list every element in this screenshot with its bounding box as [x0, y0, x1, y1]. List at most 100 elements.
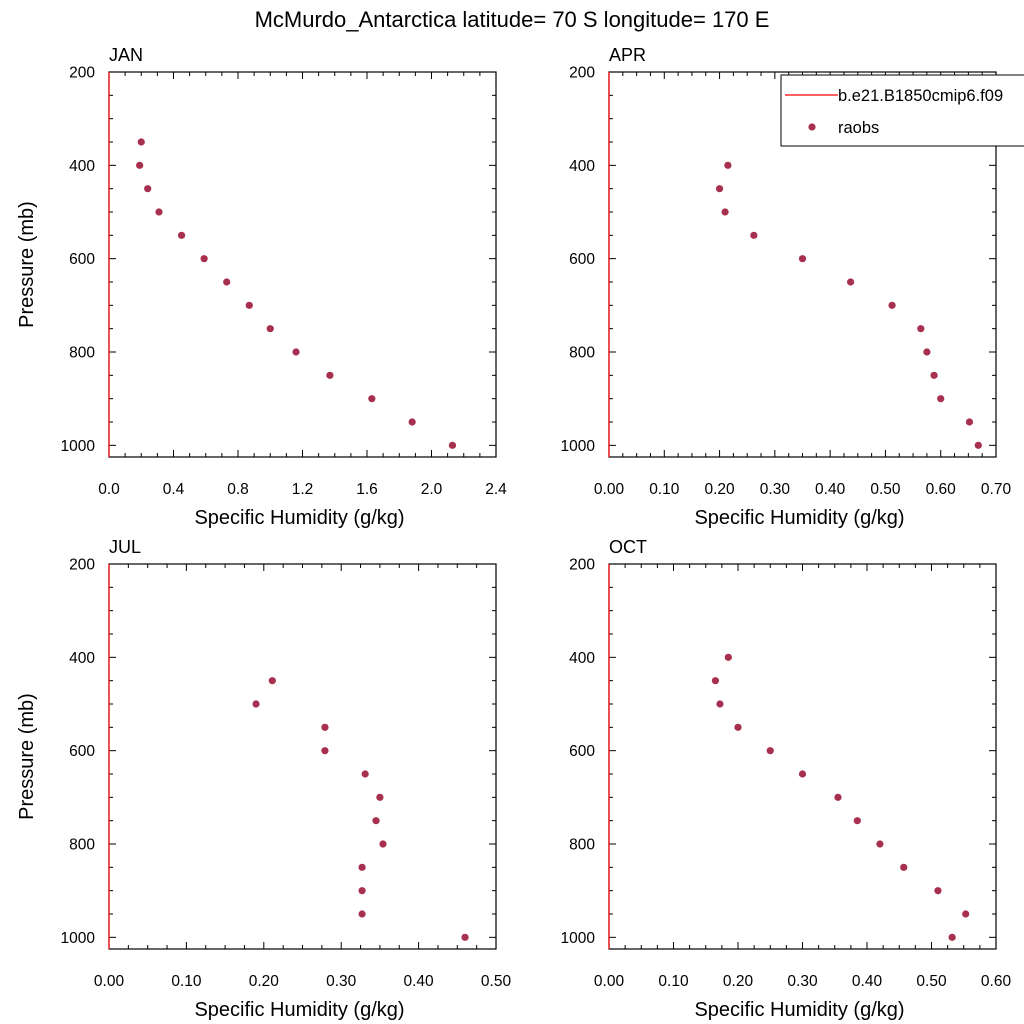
panel-1-xtick-label: 0.0 [98, 481, 120, 498]
panel-2-xlabel: Specific Humidity (g/kg) [694, 507, 904, 529]
panel-3-xtick-label: 0.50 [481, 973, 512, 990]
panel-2-raobs-point [888, 301, 896, 309]
panel-2-raobs-point [724, 161, 732, 169]
panel-4-raobs-point [711, 677, 720, 685]
panel-2-raobs-point [974, 441, 982, 449]
panel-1: 0.0 0.4 0.8 1.2 1.6 2.0 2.4 200 400 600 800 1000 JAN… [16, 45, 507, 529]
panel-2-raobs-point [923, 348, 931, 356]
panel-4-ytick-label: 400 [569, 650, 595, 667]
panels-group: 0.0 0.4 0.8 1.2 1.6 2.0 2.4 200 400 600 800 1000 JAN… [16, 45, 1011, 1021]
panel-4-raobs-point [948, 933, 956, 941]
legend-obs-marker [808, 123, 816, 131]
panel-1-xtick-label: 0.4 [163, 481, 185, 498]
panel-4-ytick-label: 200 [569, 557, 595, 574]
panel-3-xlabel: Specific Humidity (g/kg) [194, 999, 404, 1021]
panel-3-raobs-point [376, 793, 384, 801]
panel-2: 0.00 0.10 0.20 0.30 0.40 0.50 0.60 0.70 200 400 60… [561, 45, 1012, 529]
panel-4-raobs-point [724, 653, 732, 661]
panel-2-raobs-point [965, 418, 974, 426]
panel-1-raobs-point [292, 348, 300, 356]
panel-4-raobs-point [766, 747, 774, 755]
panel-1-ytick-label: 400 [69, 158, 95, 175]
panel-2-xtick-label: 0.20 [704, 481, 735, 498]
panel-2-raobs-point [846, 278, 855, 286]
panel-2-raobs-point [930, 371, 938, 379]
panel-3-xtick-label: 0.10 [171, 973, 202, 990]
panel-3-raobs-point [252, 700, 260, 708]
panel-2-ytick-label: 600 [569, 251, 595, 268]
panel-2-ytick-label: 400 [569, 158, 595, 175]
panel-1-raobs-point [266, 325, 274, 333]
panel-3-ylabel: Pressure (mb) [16, 693, 38, 820]
panel-2-raobs-point [715, 185, 724, 193]
panel-1-xtick-label: 1.2 [292, 481, 314, 498]
panel-2-xtick-label: 0.50 [870, 481, 901, 498]
panel-2-raobs-point [721, 208, 729, 216]
panel-2-ytick-label: 200 [569, 65, 595, 82]
panel-2-ytick-label: 800 [569, 345, 595, 362]
panel-1-raobs-point [144, 185, 152, 193]
panel-1-xtick-label: 2.0 [421, 481, 443, 498]
panel-3-frame [108, 563, 497, 950]
panel-1-ylabel: Pressure (mb) [16, 201, 38, 328]
panel-2-ytick-label: 1000 [561, 438, 596, 455]
panel-2-xtick-label: 0.60 [926, 481, 957, 498]
panel-2-xtick-label: 0.40 [815, 481, 846, 498]
panel-4-raobs-point [853, 817, 861, 825]
panel-2-raobs-point [750, 231, 758, 239]
panel-4-raobs-point [934, 887, 942, 895]
panel-1-xtick-label: 0.8 [227, 481, 249, 498]
panel-1-raobs-point [155, 208, 163, 216]
panel-1-raobs-point [200, 255, 208, 263]
panel-4-raobs-point [716, 700, 724, 708]
panel-1-raobs-point [245, 301, 253, 309]
panel-3-raobs-point [358, 863, 366, 871]
panel-4-xtick-label: 0.00 [594, 973, 625, 990]
panel-1-xlabel: Specific Humidity (g/kg) [194, 507, 404, 529]
panel-4-xtick-label: 0.50 [916, 973, 947, 990]
panel-1-ytick-label: 200 [69, 65, 95, 82]
panel-3-xtick-label: 0.00 [94, 973, 125, 990]
panel-2-xtick-label: 0.30 [760, 481, 791, 498]
panel-1-raobs-point [448, 441, 457, 449]
panel-3-xtick-label: 0.30 [326, 973, 357, 990]
panel-4-raobs-point [798, 770, 807, 778]
panel-4-raobs-point [734, 723, 742, 731]
panel-3-xtick-label: 0.40 [404, 973, 435, 990]
panel-2-xtick-label: 0.10 [649, 481, 680, 498]
panel-4-xtick-label: 0.60 [981, 973, 1012, 990]
panel-3-ytick-label: 800 [69, 837, 95, 854]
panel-2-xtick-label: 0.70 [981, 481, 1012, 498]
panel-2-xtick-label: 0.00 [594, 481, 625, 498]
panel-1-xtick-label: 2.4 [485, 481, 507, 498]
panel-1-frame [108, 71, 497, 458]
panel-4-xtick-label: 0.30 [787, 973, 818, 990]
panel-3-xtick-label: 0.20 [249, 973, 280, 990]
panel-1-xtick-label: 1.6 [356, 481, 378, 498]
panel-3-ytick-label: 200 [69, 557, 95, 574]
panel-2-raobs-point [917, 325, 925, 333]
legend-obs-label: raobs [838, 119, 879, 137]
panel-1-raobs-point [136, 161, 144, 169]
panel-1-raobs-point [223, 278, 231, 286]
panel-4-ytick-label: 800 [569, 837, 595, 854]
panel-3-ytick-label: 400 [69, 650, 95, 667]
panel-1-ytick-label: 600 [69, 251, 95, 268]
panel-4-raobs-point [834, 793, 842, 801]
panel-3-raobs-point [358, 910, 366, 918]
panel-1-ytick-label: 1000 [61, 438, 96, 455]
panel-3-raobs-point [379, 840, 387, 848]
panel-3-ytick-label: 600 [69, 743, 95, 760]
panel-4-xtick-label: 0.40 [852, 973, 883, 990]
legend-model-label: b.e21.B1850cmip6.f09 [838, 87, 1003, 105]
panel-1-raobs-point [408, 418, 416, 426]
panel-3-raobs-point [372, 817, 380, 825]
panel-3-raobs-point [361, 770, 369, 778]
panel-3-raobs-point [358, 887, 366, 895]
panel-4-raobs-point [962, 910, 970, 918]
panel-4-xtick-label: 0.10 [658, 973, 689, 990]
panel-1-ytick-label: 800 [69, 345, 95, 362]
panel-4-ytick-label: 1000 [561, 930, 596, 947]
panel-3-raobs-point [268, 677, 276, 685]
